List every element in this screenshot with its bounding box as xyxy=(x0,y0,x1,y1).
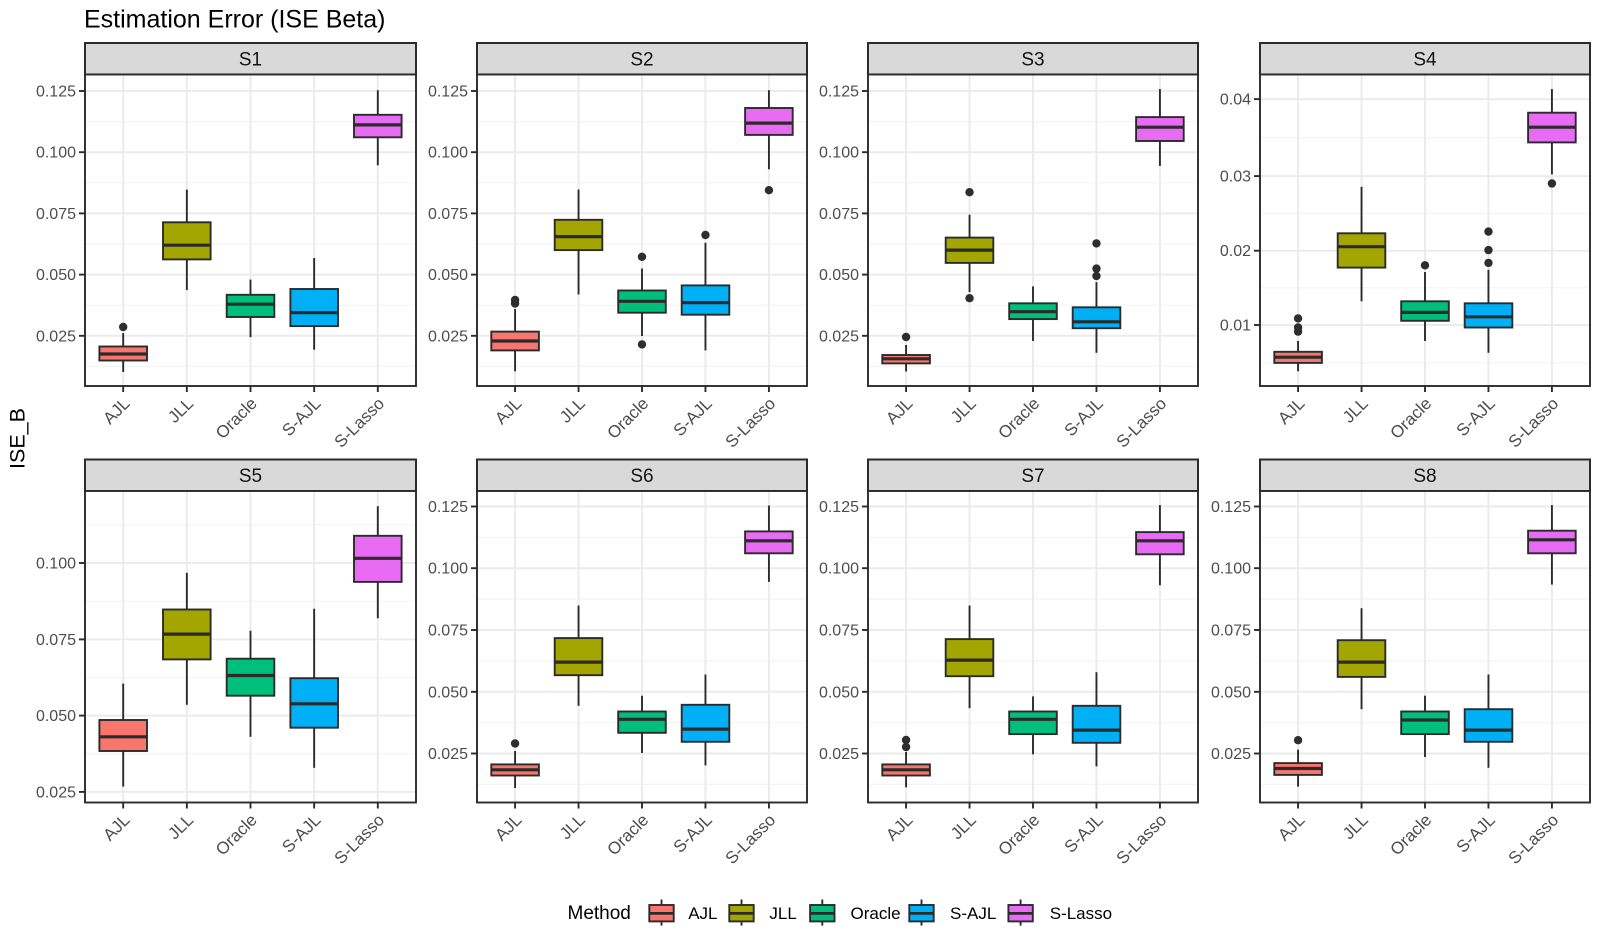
svg-text:0.075: 0.075 xyxy=(428,623,468,640)
svg-text:S5: S5 xyxy=(239,466,262,487)
svg-text:S-Lasso: S-Lasso xyxy=(1050,904,1112,923)
svg-text:0.100: 0.100 xyxy=(428,145,468,162)
svg-text:0.02: 0.02 xyxy=(1220,243,1251,260)
svg-text:0.050: 0.050 xyxy=(428,684,468,701)
svg-text:0.050: 0.050 xyxy=(1211,684,1251,701)
svg-text:S6: S6 xyxy=(630,466,653,487)
svg-text:0.025: 0.025 xyxy=(36,328,76,345)
svg-text:0.125: 0.125 xyxy=(36,84,76,101)
svg-text:S1: S1 xyxy=(239,49,262,70)
svg-text:0.01: 0.01 xyxy=(1220,318,1251,335)
svg-text:0.075: 0.075 xyxy=(428,206,468,223)
svg-text:Method: Method xyxy=(568,903,631,924)
svg-text:0.04: 0.04 xyxy=(1220,92,1251,109)
svg-text:S3: S3 xyxy=(1021,49,1044,70)
svg-text:0.125: 0.125 xyxy=(819,84,859,101)
svg-text:S8: S8 xyxy=(1413,466,1436,487)
svg-text:0.125: 0.125 xyxy=(819,499,859,516)
svg-text:0.03: 0.03 xyxy=(1220,169,1251,186)
svg-text:0.100: 0.100 xyxy=(428,561,468,578)
svg-text:0.100: 0.100 xyxy=(36,145,76,162)
svg-text:0.025: 0.025 xyxy=(819,746,859,763)
svg-text:0.125: 0.125 xyxy=(428,499,468,516)
svg-text:0.050: 0.050 xyxy=(819,267,859,284)
svg-text:0.050: 0.050 xyxy=(819,684,859,701)
svg-text:0.025: 0.025 xyxy=(36,784,76,801)
svg-text:0.025: 0.025 xyxy=(428,746,468,763)
svg-text:0.025: 0.025 xyxy=(819,328,859,345)
svg-text:0.025: 0.025 xyxy=(1211,746,1251,763)
svg-text:S7: S7 xyxy=(1021,466,1044,487)
svg-text:0.025: 0.025 xyxy=(428,328,468,345)
svg-text:0.075: 0.075 xyxy=(819,623,859,640)
svg-text:0.125: 0.125 xyxy=(1211,499,1251,516)
svg-text:S-AJL: S-AJL xyxy=(950,904,996,923)
svg-text:0.100: 0.100 xyxy=(819,561,859,578)
svg-text:0.100: 0.100 xyxy=(1211,561,1251,578)
svg-text:0.075: 0.075 xyxy=(1211,623,1251,640)
svg-text:S4: S4 xyxy=(1413,49,1437,70)
svg-text:0.125: 0.125 xyxy=(428,84,468,101)
svg-text:JLL: JLL xyxy=(769,904,796,923)
svg-text:AJL: AJL xyxy=(688,904,717,923)
svg-text:Oracle: Oracle xyxy=(851,904,901,923)
svg-text:0.075: 0.075 xyxy=(36,206,76,223)
svg-text:0.100: 0.100 xyxy=(36,556,76,573)
svg-text:0.050: 0.050 xyxy=(36,708,76,725)
svg-text:Estimation Error (ISE Beta): Estimation Error (ISE Beta) xyxy=(84,6,385,34)
svg-text:0.075: 0.075 xyxy=(819,206,859,223)
svg-text:0.075: 0.075 xyxy=(36,632,76,649)
svg-text:ISE_B: ISE_B xyxy=(6,408,30,469)
svg-text:0.050: 0.050 xyxy=(428,267,468,284)
svg-text:0.050: 0.050 xyxy=(36,267,76,284)
svg-text:0.100: 0.100 xyxy=(819,145,859,162)
svg-text:S2: S2 xyxy=(630,49,653,70)
